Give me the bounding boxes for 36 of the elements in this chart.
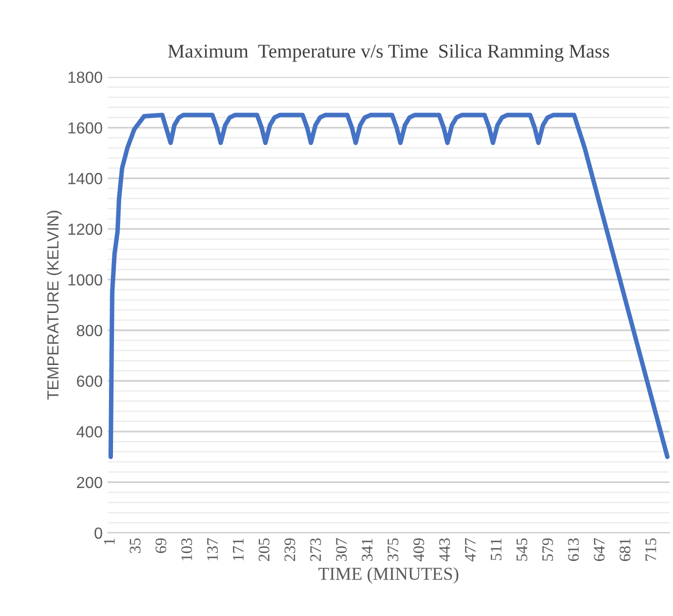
x-tick-label: 545 (516, 538, 528, 561)
y-tick-label: 600 (76, 376, 102, 387)
line-series (108, 112, 670, 460)
x-tick-label: 273 (310, 538, 321, 561)
x-tick-label: 35 (130, 538, 140, 553)
y-tick-label: 1000 (68, 274, 102, 286)
y-tick-label: 1200 (68, 224, 102, 235)
x-tick-label: 477 (465, 538, 476, 562)
x-tick-label: 715 (645, 538, 656, 561)
x-tick-label: 443 (439, 538, 450, 562)
y-axis-title: TEMPERATURE (KELVIN) (46, 210, 62, 400)
x-tick-label: 647 (594, 538, 605, 561)
x-tick-label: 137 (207, 538, 218, 560)
x-tick-label: 205 (258, 538, 270, 561)
y-tick-label: 800 (76, 324, 102, 336)
y-tick-label: 400 (76, 426, 102, 438)
x-tick-label: 511 (490, 538, 502, 560)
x-tick-label: 239 (284, 538, 296, 561)
x-tick-label: 69 (156, 538, 166, 553)
x-tick-label: 103 (181, 538, 192, 560)
chart-title: Maximum Temperature v/s Time Silica Ramming Mass (168, 44, 610, 62)
x-axis-title: TIME (MINUTES) (318, 567, 458, 584)
y-tick-label: 1600 (68, 122, 102, 134)
y-tick-label: 1400 (68, 172, 102, 184)
y-tick-label: 1800 (68, 72, 102, 83)
x-tick-label: 307 (336, 538, 347, 561)
x-tick-label: 171 (232, 538, 244, 560)
y-tick-label: 0 (94, 527, 102, 539)
x-tick-label: 1 (104, 538, 115, 544)
y-tick-label: 200 (76, 476, 102, 488)
x-tick-label: 681 (620, 538, 630, 561)
x-tick-label: 409 (413, 538, 424, 562)
x-tick-label: 613 (568, 538, 579, 561)
x-tick-label: 341 (362, 538, 373, 561)
x-tick-label: 375 (388, 538, 398, 561)
x-tick-label: 579 (542, 538, 554, 561)
